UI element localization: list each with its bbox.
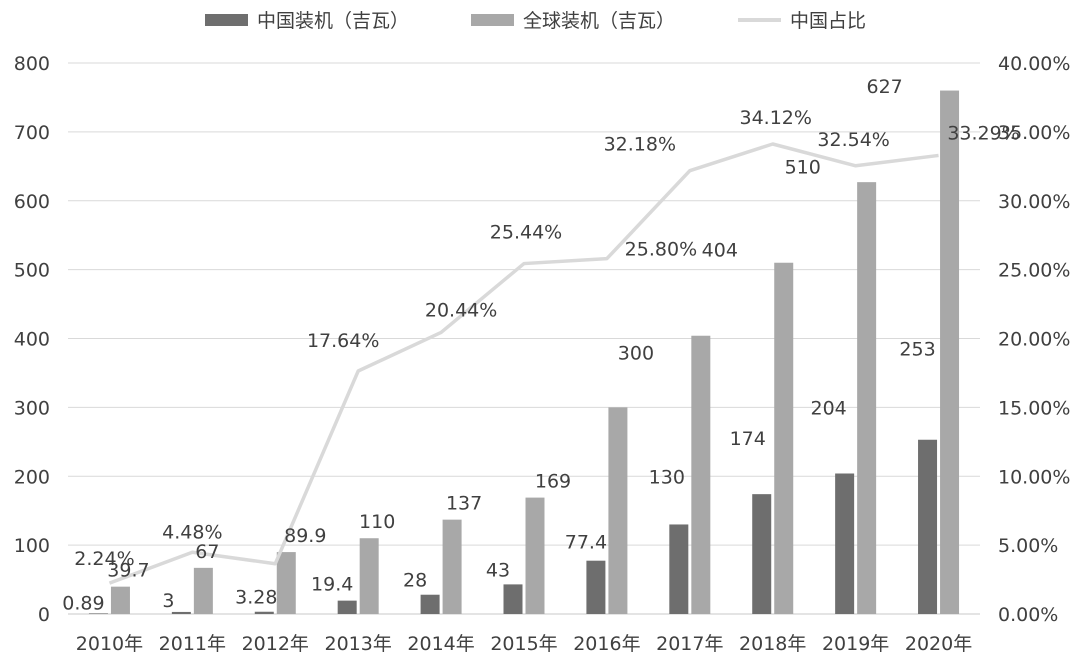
global-value-label: 404 bbox=[702, 240, 738, 262]
right-tick-label: 25.00% bbox=[998, 260, 1070, 282]
china-bar bbox=[503, 584, 523, 614]
china-value-label: 77.4 bbox=[565, 532, 607, 554]
x-tick-label: 2016年 bbox=[573, 633, 640, 655]
global-bar bbox=[276, 552, 296, 614]
left-tick-label: 500 bbox=[14, 260, 50, 282]
china-share-line bbox=[108, 142, 939, 585]
global-value-label: 169 bbox=[535, 471, 571, 493]
left-tick-label: 800 bbox=[14, 53, 50, 75]
china-bar bbox=[918, 439, 938, 614]
x-tick-label: 2019年 bbox=[822, 633, 889, 655]
left-tick-label: 200 bbox=[14, 466, 50, 488]
x-tick-label: 2020年 bbox=[905, 633, 972, 655]
china-value-label: 130 bbox=[649, 466, 685, 488]
x-tick-label: 2013年 bbox=[325, 633, 392, 655]
global-value-label: 39.7 bbox=[107, 560, 149, 582]
global-value-label: 110 bbox=[359, 511, 395, 533]
global-value-label: 300 bbox=[618, 342, 654, 364]
left-tick-label: 700 bbox=[14, 122, 50, 144]
global-bar bbox=[110, 586, 130, 614]
china-value-label: 3.28 bbox=[235, 587, 277, 609]
left-tick-label: 300 bbox=[14, 397, 50, 419]
right-tick-label: 15.00% bbox=[998, 397, 1070, 419]
right-tick-label: 20.00% bbox=[998, 329, 1070, 351]
left-tick-label: 0 bbox=[38, 604, 50, 626]
right-tick-label: 10.00% bbox=[998, 466, 1070, 488]
share-value-label: 2.24% bbox=[74, 548, 134, 570]
global-value-label: 510 bbox=[785, 157, 821, 179]
share-value-label: 20.44% bbox=[425, 299, 497, 321]
china-value-label: 204 bbox=[811, 397, 847, 419]
left-tick-label: 600 bbox=[14, 191, 50, 213]
global-value-label: 67 bbox=[195, 541, 219, 563]
china-bar bbox=[337, 600, 357, 614]
legend-label: 中国装机（吉瓦） bbox=[257, 10, 409, 32]
china-value-label: 3 bbox=[162, 590, 174, 612]
share-value-label: 25.44% bbox=[490, 222, 562, 244]
global-bar bbox=[691, 335, 711, 614]
global-bar bbox=[442, 519, 462, 614]
china-bar bbox=[835, 473, 855, 614]
china-bar bbox=[171, 611, 191, 614]
global-value-label: 89.9 bbox=[284, 525, 326, 547]
global-value-label: 137 bbox=[446, 493, 482, 515]
x-tick-label: 2014年 bbox=[407, 633, 474, 655]
x-tick-label: 2012年 bbox=[242, 633, 309, 655]
share-value-label: 33.29% bbox=[947, 122, 1019, 144]
share-line bbox=[108, 142, 939, 585]
global-bar bbox=[857, 182, 877, 614]
right-tick-label: 30.00% bbox=[998, 191, 1070, 213]
china-value-label: 19.4 bbox=[311, 574, 353, 596]
share-value-label: 32.18% bbox=[604, 134, 676, 156]
x-tick-label: 2015年 bbox=[490, 633, 557, 655]
legend-label: 全球装机（吉瓦） bbox=[523, 10, 675, 32]
china-bar bbox=[669, 524, 689, 614]
x-tick-label: 2017年 bbox=[656, 633, 723, 655]
legend-swatch bbox=[471, 14, 514, 26]
global-bar bbox=[359, 538, 379, 614]
right-tick-label: 40.00% bbox=[998, 53, 1070, 75]
china-value-label: 253 bbox=[899, 339, 935, 361]
global-bar bbox=[774, 262, 794, 614]
china-value-label: 43 bbox=[486, 559, 510, 581]
gridlines bbox=[68, 62, 980, 615]
legend: 中国装机（吉瓦） 全球装机（吉瓦） 中国占比 bbox=[205, 10, 866, 32]
axes: 0 0.00% 100 5.00% 200 10.00% 300 15.00% 400 20.00… bbox=[14, 53, 1071, 655]
right-tick-label: 0.00% bbox=[998, 604, 1058, 626]
china-value-label: 174 bbox=[730, 428, 766, 450]
china-bar bbox=[752, 494, 772, 614]
right-tick-label: 5.00% bbox=[998, 535, 1058, 557]
legend-swatch bbox=[205, 14, 248, 26]
global-bar bbox=[193, 567, 213, 614]
share-value-label: 17.64% bbox=[307, 330, 379, 352]
share-value-label: 32.54% bbox=[817, 129, 889, 151]
left-tick-label: 100 bbox=[14, 535, 50, 557]
left-tick-label: 400 bbox=[14, 329, 50, 351]
global-bar bbox=[525, 497, 545, 614]
china-value-label: 0.89 bbox=[62, 592, 104, 614]
share-value-label: 34.12% bbox=[740, 107, 812, 129]
x-tick-label: 2011年 bbox=[159, 633, 226, 655]
china-bar bbox=[420, 594, 440, 614]
x-tick-label: 2018年 bbox=[739, 633, 806, 655]
china-bar bbox=[254, 611, 274, 614]
bars bbox=[88, 90, 960, 615]
china-bar bbox=[88, 613, 108, 614]
global-bar bbox=[940, 90, 960, 615]
global-value-label: 627 bbox=[867, 76, 903, 98]
global-bar bbox=[608, 407, 628, 614]
legend-label: 中国占比 bbox=[790, 10, 866, 32]
china-value-label: 28 bbox=[403, 570, 427, 592]
x-tick-label: 2010年 bbox=[76, 633, 143, 655]
share-value-label: 25.80% bbox=[625, 239, 697, 261]
share-value-label: 4.48% bbox=[162, 521, 222, 543]
china-bar bbox=[586, 560, 606, 614]
right-tick-label: 35.00% bbox=[998, 122, 1070, 144]
